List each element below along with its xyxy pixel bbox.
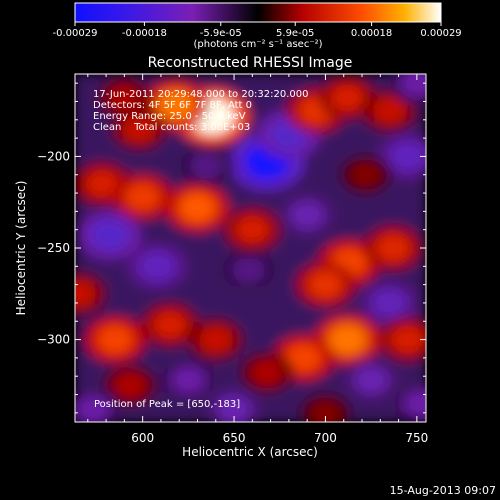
colorbar-tick-label: -5.9e-05	[200, 28, 242, 39]
intensity-blob	[285, 343, 322, 373]
x-tick-label: 750	[405, 431, 428, 445]
x-axis-label: Heliocentric X (arcsec)	[182, 445, 318, 459]
intensity-blob	[190, 152, 223, 179]
intensity-blob	[171, 366, 205, 394]
info-line-counts: Clean Total counts: 3.08E+03	[93, 122, 250, 133]
colorbar	[74, 2, 442, 23]
peak-position-label: Position of Peak = [650,-183]	[94, 399, 240, 410]
y-axis: −200 −250 −300	[37, 82, 426, 414]
intensity-blob	[350, 162, 382, 188]
intensity-blob	[403, 390, 426, 417]
y-tick-label: −250	[37, 241, 70, 255]
intensity-blob	[96, 324, 134, 355]
x-axis: 600 650 700 750	[87, 74, 428, 445]
info-line-time: 17-Jun-2011 20:29:48.000 to 20:32:20.000	[93, 89, 309, 100]
intensity-blob	[353, 366, 389, 394]
intensity-blob	[232, 257, 265, 283]
info-line-energy: Energy Range: 25.0 - 50.0 keV	[93, 111, 246, 122]
intensity-blob	[327, 323, 368, 356]
x-tick-label: 700	[314, 431, 337, 445]
intensity-blob	[389, 141, 426, 171]
colorbar-tick-label: 0.00029	[420, 28, 461, 39]
intensity-blob	[90, 219, 129, 251]
intensity-blob	[289, 201, 325, 229]
colorbar-tick-label: 0.00018	[351, 28, 392, 39]
intensity-blob	[375, 233, 411, 263]
intensity-blob	[75, 280, 96, 308]
intensity-blob	[124, 182, 161, 212]
intensity-blob	[76, 395, 110, 422]
colorbar-unit-label: (photons cm⁻² s⁻¹ asec⁻²)	[193, 39, 322, 50]
intensity-blob	[122, 115, 156, 143]
intensity-blob	[178, 192, 217, 223]
chart-title: Reconstructed RHESSI Image	[148, 55, 353, 71]
image-area	[75, 74, 426, 422]
intensity-blob	[310, 400, 341, 422]
x-tick-label: 650	[223, 431, 246, 445]
y-tick-label: −300	[37, 333, 70, 347]
intensity-blob	[390, 325, 425, 354]
intensity-blob	[400, 74, 426, 97]
intensity-blob	[307, 270, 344, 299]
intensity-blob	[330, 84, 365, 112]
intensity-blob	[216, 395, 252, 422]
y-tick-label: −200	[37, 149, 70, 163]
intensity-blob	[85, 170, 120, 198]
intensity-blob	[113, 372, 146, 399]
colorbar-ticks: -0.00029 -0.00018 -5.9e-05 5.9e-05 0.00018 0.…	[53, 22, 462, 39]
intensity-blob	[371, 288, 408, 318]
intensity-blob	[139, 251, 176, 281]
footer-date: 15-Aug-2013 09:07	[390, 484, 496, 497]
colorbar-tick-label: -0.00029	[53, 28, 98, 39]
y-axis-label: Heliocentric Y (arcsec)	[14, 181, 28, 316]
colorbar-tick-label: 5.9e-05	[276, 28, 314, 39]
info-block: 17-Jun-2011 20:29:48.000 to 20:32:20.000…	[93, 89, 309, 133]
colorbar-tick-label: -0.00018	[122, 28, 167, 39]
intensity-blob	[235, 215, 270, 244]
intensity-blob	[152, 311, 188, 339]
intensity-blob	[199, 326, 233, 353]
intensity-blob	[108, 85, 141, 111]
info-line-detectors: Detectors: 4F 5F 6F 7F 8F, Att 0	[93, 100, 252, 111]
x-tick-label: 600	[131, 431, 154, 445]
intensity-blob	[250, 359, 283, 386]
intensity-blob	[372, 97, 407, 124]
intensity-blob	[155, 89, 196, 121]
